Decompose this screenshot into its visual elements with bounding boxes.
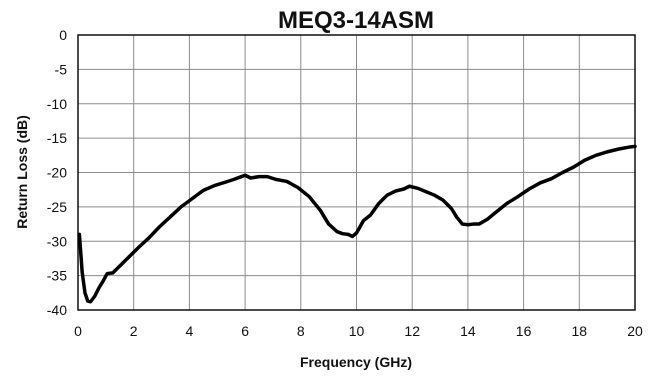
x-tick-label: 10 [349,323,365,339]
x-tick-label: 6 [241,323,249,339]
y-axis-title: Return Loss (dB) [14,115,30,229]
x-tick-label: 0 [74,323,82,339]
y-tick-label: -20 [47,165,67,181]
y-axis-ticks: 0 -5 -10 -15 -20 -25 -30 -35 -40 [47,27,67,318]
x-tick-label: 16 [516,323,532,339]
y-tick-label: -25 [47,199,67,215]
y-tick-label: -10 [47,96,67,112]
grid-layer [77,34,636,311]
x-tick-label: 18 [572,323,588,339]
x-tick-label: 8 [297,323,305,339]
plot-frame [77,34,636,311]
x-tick-label: 20 [627,323,643,339]
y-tick-label: -5 [55,61,68,77]
chart-title: MEQ3-14ASM [278,7,434,34]
x-tick-label: 2 [130,323,138,339]
x-axis-title: Frequency (GHz) [300,354,412,370]
x-axis-ticks: 0 2 4 6 8 10 12 14 16 18 20 [74,323,643,339]
return-loss-series-line [77,144,637,304]
y-tick-label: -15 [47,130,67,146]
x-tick-label: 4 [186,323,194,339]
y-tick-label: -40 [47,302,67,318]
y-tick-label: -35 [47,268,67,284]
x-tick-label: 14 [460,323,476,339]
x-tick-label: 12 [404,323,420,339]
y-tick-label: 0 [59,27,67,43]
y-tick-label: -30 [47,233,67,249]
